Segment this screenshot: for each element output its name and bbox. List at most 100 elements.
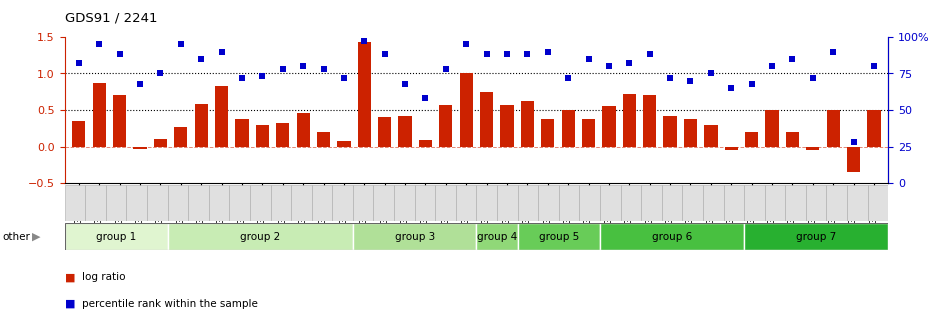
Bar	[542, 119, 555, 146]
Bar	[352, 223, 477, 250]
Point	[785, 56, 800, 61]
Bar	[456, 185, 477, 221]
Text: ■: ■	[65, 299, 75, 309]
Point	[91, 42, 106, 47]
Bar	[766, 110, 779, 146]
Bar	[559, 185, 580, 221]
Point	[683, 78, 698, 84]
Bar	[86, 185, 105, 221]
Bar	[236, 119, 249, 146]
Bar	[419, 140, 432, 146]
Bar	[271, 185, 291, 221]
Bar	[373, 185, 394, 221]
Bar	[724, 185, 744, 221]
Point	[153, 71, 168, 76]
Bar	[394, 185, 414, 221]
Point	[560, 75, 576, 81]
Point	[866, 64, 882, 69]
Point	[806, 75, 821, 81]
Point	[662, 75, 677, 81]
Point	[826, 49, 841, 54]
Point	[173, 42, 188, 47]
Point	[541, 49, 556, 54]
Text: group 1: group 1	[96, 232, 136, 242]
Bar	[256, 125, 269, 146]
Bar	[641, 185, 662, 221]
Bar	[622, 94, 636, 146]
Point	[397, 81, 412, 86]
Bar	[167, 185, 188, 221]
Point	[765, 64, 780, 69]
Bar	[806, 185, 826, 221]
Bar	[725, 146, 738, 150]
Point	[621, 60, 637, 66]
Point	[132, 81, 147, 86]
Point	[316, 67, 332, 72]
Point	[601, 64, 617, 69]
Bar	[113, 95, 126, 146]
Bar	[352, 185, 373, 221]
Bar	[439, 105, 452, 146]
Bar	[378, 117, 391, 146]
Bar	[518, 223, 600, 250]
Text: group 4: group 4	[477, 232, 517, 242]
Bar	[337, 141, 351, 146]
Bar	[501, 105, 514, 146]
Text: log ratio: log ratio	[82, 272, 125, 282]
Point	[112, 52, 127, 57]
Text: group 7: group 7	[796, 232, 836, 242]
Bar	[65, 185, 86, 221]
Text: group 2: group 2	[240, 232, 280, 242]
Text: GDS91 / 2241: GDS91 / 2241	[65, 12, 157, 25]
Bar	[296, 113, 310, 146]
Bar	[332, 185, 352, 221]
Bar	[704, 125, 717, 146]
Bar	[620, 185, 641, 221]
Bar	[291, 185, 312, 221]
Bar	[662, 185, 682, 221]
Point	[500, 52, 515, 57]
Bar	[518, 185, 539, 221]
Bar	[398, 116, 411, 146]
Bar	[229, 185, 250, 221]
Bar	[477, 223, 518, 250]
Bar	[602, 107, 616, 146]
Bar	[867, 110, 881, 146]
Point	[71, 60, 86, 66]
Text: group 5: group 5	[539, 232, 579, 242]
Bar	[826, 185, 847, 221]
Bar	[703, 185, 724, 221]
Text: ▶: ▶	[32, 232, 41, 242]
Bar	[663, 116, 676, 146]
Bar	[765, 185, 786, 221]
Bar	[744, 185, 765, 221]
Bar	[317, 132, 331, 146]
Bar	[188, 185, 209, 221]
Point	[520, 52, 535, 57]
Bar	[867, 185, 888, 221]
Bar	[600, 185, 620, 221]
Point	[194, 56, 209, 61]
Point	[744, 81, 759, 86]
Point	[642, 52, 657, 57]
Bar	[460, 74, 473, 146]
Point	[479, 52, 494, 57]
Bar	[744, 223, 888, 250]
Bar	[847, 146, 860, 172]
Bar	[209, 185, 229, 221]
Bar	[600, 223, 744, 250]
Bar	[786, 132, 799, 146]
Bar	[133, 146, 146, 149]
Bar	[539, 185, 559, 221]
Bar	[826, 110, 840, 146]
Point	[703, 71, 718, 76]
Bar	[276, 123, 290, 146]
Bar	[435, 185, 456, 221]
Bar	[93, 83, 105, 146]
Bar	[561, 110, 575, 146]
Point	[418, 96, 433, 101]
Point	[459, 42, 474, 47]
Bar	[414, 185, 435, 221]
Bar	[580, 185, 600, 221]
Text: percentile rank within the sample: percentile rank within the sample	[82, 299, 257, 309]
